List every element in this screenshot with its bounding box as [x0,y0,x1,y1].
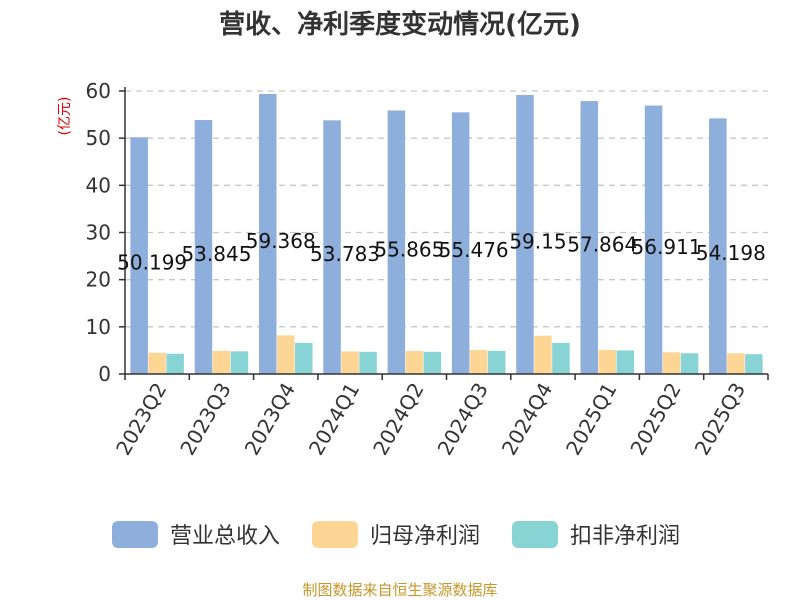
legend-label: 归母净利润 [370,524,480,549]
bar-1 [451,112,470,375]
bar-2 [277,335,295,374]
bar-1 [323,120,341,374]
x-tick-label: 2024Q3 [433,379,493,460]
data-label: 57.864 [567,233,637,257]
bar-2 [727,353,745,374]
footer-source: 制图数据来自恒生聚源数据库 [302,581,497,599]
data-label: 56.911 [632,235,702,259]
y-tick-label: 50 [86,126,111,150]
bar-1 [259,93,277,375]
y-tick-label: 20 [86,268,111,292]
y-tick-label: 40 [86,173,111,197]
data-label: 50.199 [117,251,187,275]
bar-3 [423,351,442,374]
chart-title: 营收、净利季度变动情况(亿元) [219,9,581,40]
y-tick-label: 10 [86,315,111,339]
bar-1 [130,137,148,374]
x-tick-label: 2023Q2 [111,379,171,460]
bar-2 [598,349,616,374]
bar-1 [580,101,598,374]
bar-1 [387,110,406,374]
bar-3 [616,350,634,374]
data-label: 59.15 [509,230,566,254]
bar-1 [644,105,663,374]
y-axis-label: (亿元) [57,97,73,136]
bar-2 [534,335,552,374]
data-label: 55.476 [439,238,509,262]
y-tick-label: 30 [86,221,111,245]
legend-swatch [312,521,358,548]
bar-2 [148,352,166,374]
data-label: 53.783 [310,242,380,266]
bar-3 [230,351,249,374]
bar-3 [745,354,763,374]
x-tick-label: 2025Q3 [690,379,750,460]
bar-1 [194,120,213,374]
bar-3 [552,342,570,374]
x-tick-label: 2024Q2 [368,379,428,460]
legend-swatch [112,521,158,548]
bar-3 [680,353,699,374]
x-tick-label: 2023Q3 [175,379,235,460]
x-tick-label: 2025Q1 [561,379,621,460]
grid [125,90,768,328]
bar-2 [341,351,359,374]
bar-2 [662,352,681,374]
data-label: 54.198 [696,241,766,265]
y-tick-label: 0 [98,362,111,386]
bars [130,93,763,375]
bar-3 [487,350,506,374]
y-tick-label: 60 [86,79,111,103]
bar-2 [212,350,231,374]
bar-3 [295,342,313,374]
legend: 营业总收入 归母净利润 扣非净利润 [112,521,680,549]
data-label: 59.368 [246,229,316,253]
data-label: 55.865 [374,237,444,261]
x-tick-label: 2024Q1 [304,379,364,460]
legend-label: 扣非净利润 [570,524,680,549]
legend-label: 营业总收入 [170,524,280,549]
x-tick-label: 2024Q4 [497,379,557,460]
x-tick-label: 2025Q2 [625,379,685,460]
bar-1 [709,118,727,375]
bar-2 [405,350,424,374]
bar-2 [469,349,488,374]
bar-1 [516,95,534,375]
bar-3 [166,353,184,374]
bar-3 [359,351,377,374]
legend-swatch [512,521,558,548]
data-label: 53.845 [181,242,251,266]
x-tick-label: 2023Q4 [240,379,300,460]
